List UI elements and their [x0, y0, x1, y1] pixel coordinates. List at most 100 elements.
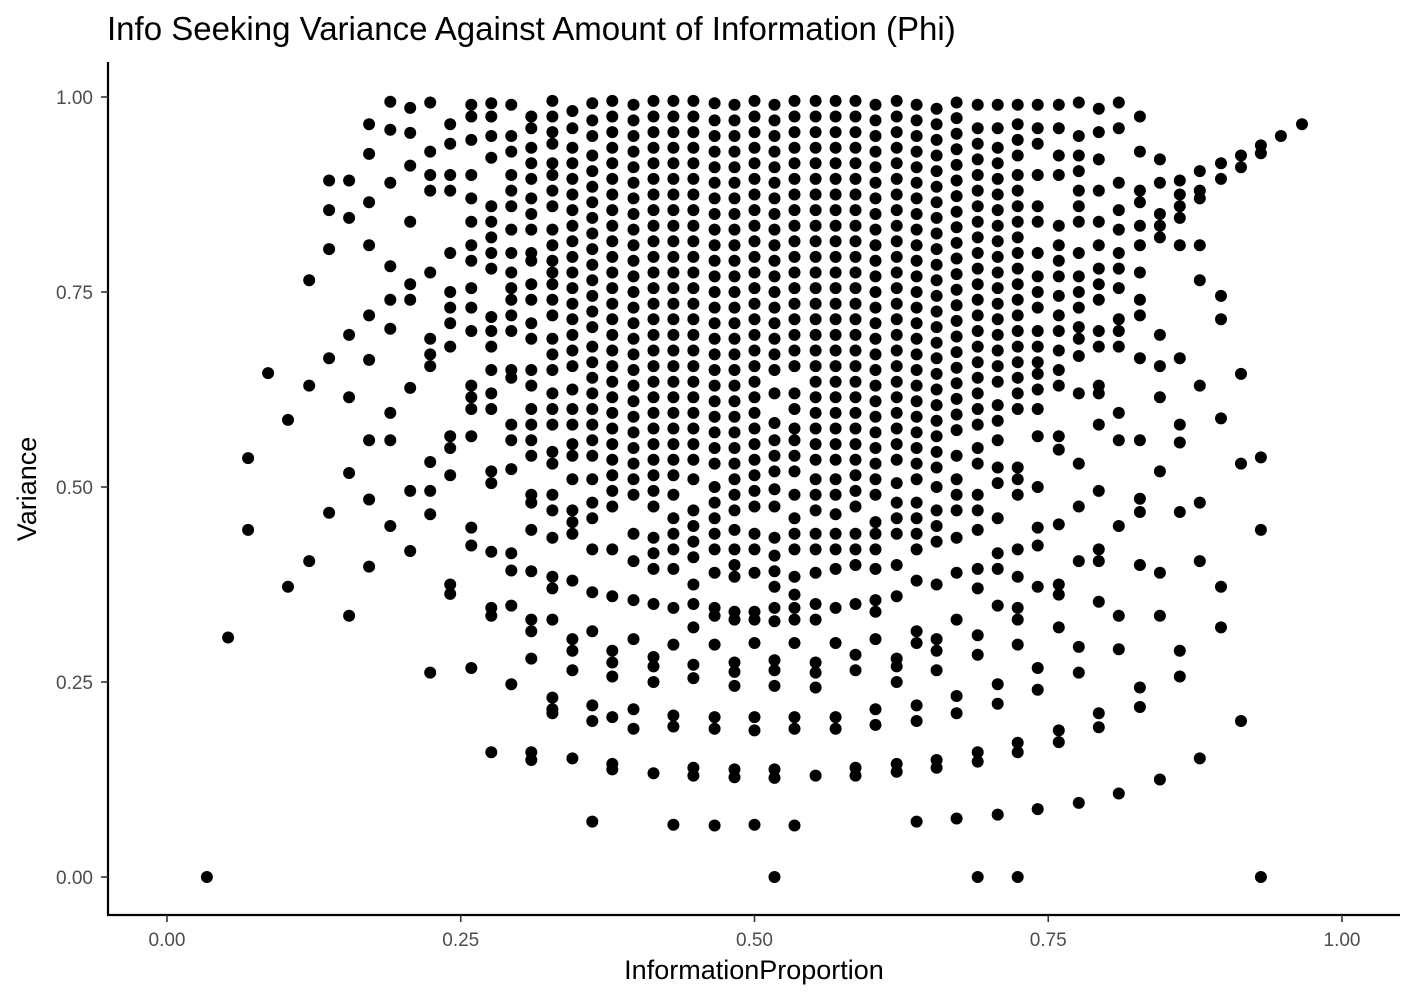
data-point [667, 512, 680, 525]
data-point [606, 543, 619, 556]
data-point [566, 473, 579, 486]
data-point [869, 703, 882, 716]
data-point [505, 293, 518, 306]
data-point [323, 174, 336, 187]
data-point [788, 328, 801, 341]
data-point [910, 395, 923, 408]
y-tick-label: 0.50 [56, 478, 93, 499]
data-point [950, 707, 963, 720]
data-point [424, 508, 437, 521]
data-point [1031, 580, 1044, 593]
data-point [869, 145, 882, 158]
data-point [1235, 457, 1247, 470]
data-point [768, 664, 781, 677]
data-point [647, 484, 660, 497]
data-point [444, 469, 457, 482]
data-point [525, 403, 538, 415]
data-point [647, 235, 660, 248]
y-tick-label: 0.75 [56, 283, 93, 304]
data-point [748, 360, 761, 373]
data-point [485, 387, 498, 400]
data-point [991, 360, 1004, 373]
data-point [869, 488, 882, 501]
data-point [647, 767, 660, 780]
data-point [465, 521, 478, 534]
data-point [869, 543, 882, 556]
data-point [930, 644, 943, 657]
data-point [809, 613, 822, 626]
data-point [849, 375, 862, 388]
data-point [566, 328, 579, 341]
data-point [728, 130, 741, 142]
x-tick-label: 0.25 [442, 930, 479, 951]
data-point [1011, 488, 1024, 501]
data-point [1052, 98, 1065, 111]
data-point [971, 98, 984, 111]
data-point [768, 254, 781, 267]
data-point [566, 297, 579, 310]
data-point [687, 520, 700, 532]
data-point [363, 147, 376, 160]
data-point [930, 118, 943, 131]
data-point [991, 250, 1004, 263]
data-point [910, 317, 923, 330]
data-point [829, 266, 842, 279]
data-point [728, 426, 741, 439]
data-point [687, 578, 700, 591]
data-point [748, 219, 761, 232]
data-point [1011, 98, 1024, 111]
data-point [869, 348, 882, 361]
data-point [768, 601, 781, 614]
data-point [1052, 309, 1065, 322]
data-point [444, 442, 457, 454]
data-point [667, 235, 680, 248]
data-point [404, 278, 417, 291]
data-point [303, 274, 316, 287]
data-point [667, 391, 680, 404]
data-point [890, 660, 903, 673]
data-point [890, 360, 903, 373]
data-point [1052, 270, 1065, 283]
data-point [647, 598, 660, 610]
data-point [708, 609, 721, 622]
data-point [1011, 200, 1024, 213]
data-point [910, 130, 923, 142]
data-point [788, 722, 801, 735]
data-point [788, 126, 801, 139]
data-point [768, 615, 781, 628]
data-point [586, 321, 599, 334]
data-point [890, 110, 903, 123]
data-point [667, 469, 680, 482]
data-point [829, 722, 842, 735]
data-point [1254, 147, 1267, 160]
data-point [424, 484, 437, 497]
data-point [869, 426, 882, 439]
data-point [485, 262, 498, 275]
data-point [546, 488, 559, 501]
data-point [667, 406, 680, 419]
data-point [971, 629, 984, 642]
data-point [809, 598, 822, 610]
data-point [485, 609, 498, 622]
data-point [323, 204, 336, 217]
data-point [566, 644, 579, 657]
data-point [748, 328, 761, 341]
data-point [647, 188, 660, 201]
data-point [546, 364, 559, 376]
data-point [586, 543, 599, 556]
data-point [525, 254, 538, 267]
data-point [991, 122, 1004, 135]
data-point [627, 332, 640, 345]
data-point [546, 157, 559, 170]
data-point [647, 344, 660, 357]
data-point [708, 481, 721, 493]
data-point [1133, 506, 1146, 518]
data-point [1193, 379, 1206, 392]
data-point [606, 438, 619, 451]
data-point [809, 344, 822, 357]
data-point [809, 282, 822, 295]
data-point [1153, 773, 1166, 786]
data-point [950, 190, 963, 203]
data-point [849, 391, 862, 404]
data-point [363, 353, 376, 366]
